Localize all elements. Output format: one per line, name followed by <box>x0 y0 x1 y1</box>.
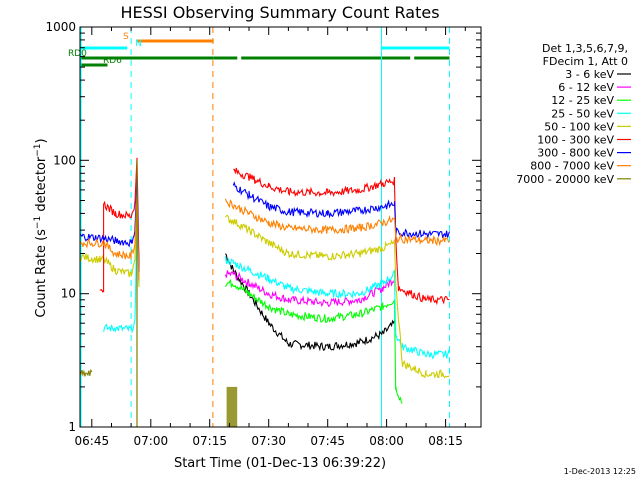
flag-label: S <box>123 32 129 42</box>
series-line <box>79 199 140 288</box>
y-axis-title: Count Rate (s−1 detector−1) <box>33 138 49 317</box>
legend-entry-label: 12 - 25 keV <box>551 94 614 107</box>
flag-label: N <box>135 39 142 49</box>
series-line <box>79 176 140 272</box>
legend-entry-label: 6 - 12 keV <box>558 81 614 94</box>
chart-title: HESSI Observing Summary Count Rates <box>120 3 439 22</box>
flag-bars: SN RD0 RD6 <box>68 32 450 67</box>
legend-entry-label: 7000 - 20000 keV <box>516 173 614 186</box>
series-line <box>233 167 450 306</box>
legend: Det 1,3,5,6,7,9, FDecim 1, Att 0 3 - 6 k… <box>516 42 631 186</box>
x-tick-label: 08:00 <box>369 434 404 448</box>
x-tick-label: 07:30 <box>251 434 286 448</box>
legend-entry-label: 100 - 300 keV <box>537 134 614 147</box>
legend-entry-label: 25 - 50 keV <box>551 107 614 120</box>
legend-entry-label: 3 - 6 keV <box>565 68 614 81</box>
series-line <box>99 157 140 293</box>
y-axis-title-part: detector <box>34 156 49 216</box>
flag-label: RD6 <box>103 56 122 66</box>
attenuator-lines <box>80 27 450 427</box>
y-tick-label: 1000 <box>45 20 76 34</box>
series-line <box>224 198 450 247</box>
plot-frame <box>79 26 482 428</box>
x-tick-label: 07:00 <box>134 434 169 448</box>
x-tick-label: 07:15 <box>192 434 227 448</box>
series-line <box>232 181 451 239</box>
series-line <box>79 185 140 281</box>
x-axis-title: Start Time (01-Dec-13 06:39:22) <box>174 456 386 471</box>
y-tick-label: 10 <box>61 287 76 301</box>
legend-entry-label: 800 - 7000 keV <box>530 160 614 173</box>
y-axis-title-exp: −1 <box>33 216 43 229</box>
series-line <box>226 386 238 427</box>
y-axis-title-part: Count Rate (s <box>34 229 49 318</box>
series-line <box>225 279 403 404</box>
series-line <box>224 270 396 308</box>
y-axis-title-exp: −1 <box>33 143 43 156</box>
series-line <box>225 253 396 352</box>
series-line <box>224 256 451 360</box>
x-tick-label: 07:45 <box>310 434 345 448</box>
y-axis-title-part: ) <box>34 138 49 143</box>
series-data <box>79 157 451 427</box>
flag-label: RD0 <box>68 49 87 59</box>
x-tick-label: 06:45 <box>75 434 110 448</box>
x-tick-label: 08:15 <box>428 434 463 448</box>
legend-entry-label: 300 - 800 keV <box>537 147 614 160</box>
series-line <box>103 211 140 334</box>
y-tick-label: 1 <box>68 420 76 434</box>
legend-entry-label: 50 - 100 keV <box>544 120 614 133</box>
axis-ticks: 1 10 100 1000 06:45 07:00 07:15 07:30 07:45 08:00… <box>45 20 481 448</box>
legend-header-line: Det 1,3,5,6,7,9, <box>542 42 628 55</box>
legend-header-line: FDecim 1, Att 0 <box>543 55 628 68</box>
series-line <box>79 368 93 377</box>
series-line <box>225 214 450 379</box>
footer-date: 1-Dec-2013 12:25 <box>564 467 636 476</box>
y-tick-label: 100 <box>53 153 76 167</box>
